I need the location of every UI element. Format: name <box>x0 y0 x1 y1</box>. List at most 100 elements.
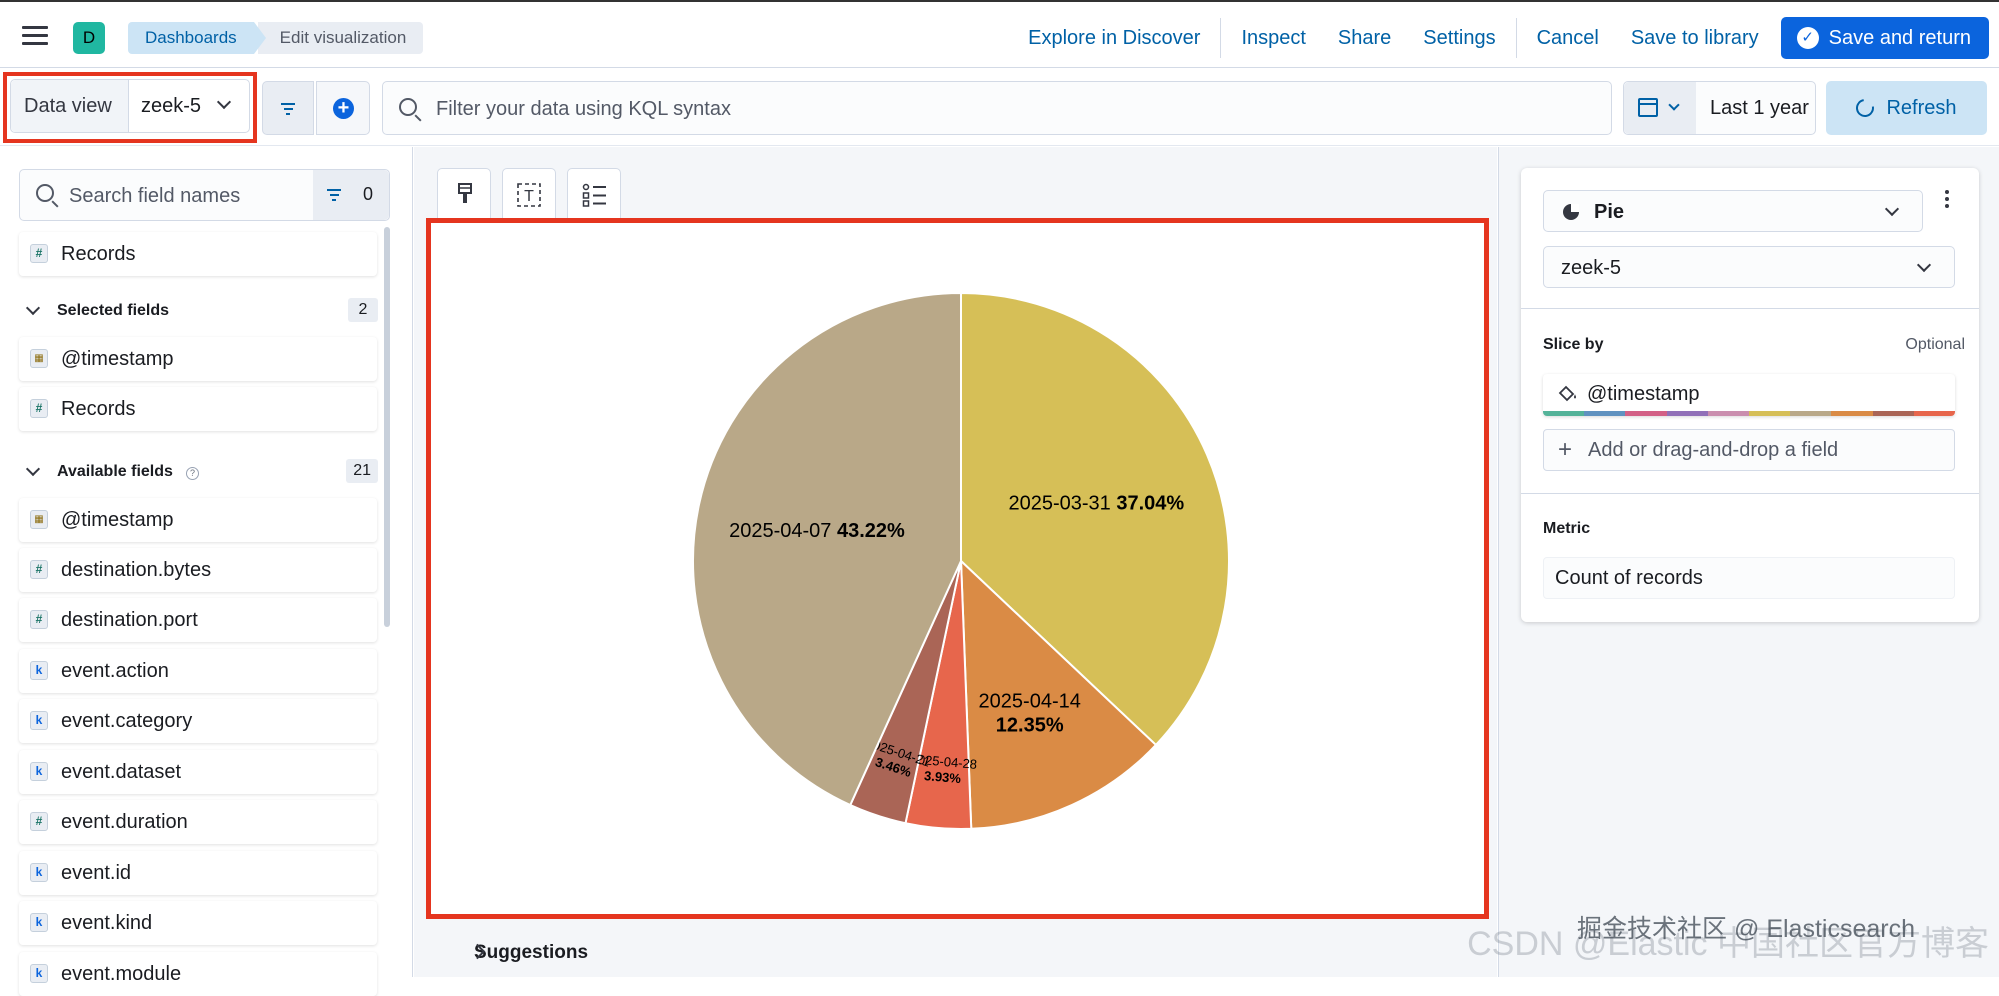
divider <box>1521 308 1979 309</box>
field-name: destination.bytes <box>61 559 211 582</box>
divider <box>1516 18 1517 58</box>
field-item-event-kind[interactable]: k event.kind <box>19 901 377 945</box>
list-icon <box>568 169 622 221</box>
visual-options-button[interactable] <box>437 168 491 220</box>
help-icon[interactable]: ? <box>186 467 199 480</box>
data-view-highlight <box>3 72 257 143</box>
labels-options-button[interactable]: T <box>502 168 556 220</box>
palette-swatch <box>1790 411 1831 416</box>
svg-text:T: T <box>524 188 534 205</box>
explore-in-discover-link[interactable]: Explore in Discover <box>1012 27 1216 50</box>
suggestions-toggle[interactable]: Suggestions <box>444 942 588 964</box>
number-type-icon: # <box>30 610 48 629</box>
refresh-button[interactable]: Refresh <box>1826 81 1987 135</box>
keyword-type-icon: k <box>30 762 48 781</box>
field-item-timestamp[interactable]: ▦ @timestamp <box>19 498 377 542</box>
pie-chart[interactable]: 2025-03-31 37.04%2025-04-1412.35%2025-04… <box>431 223 1484 914</box>
space-avatar[interactable]: D <box>73 22 105 54</box>
field-item-event-action[interactable]: k event.action <box>19 649 377 693</box>
filter-icon <box>281 103 295 118</box>
kql-search-bar[interactable] <box>382 81 1612 135</box>
field-item-event-id[interactable]: k event.id <box>19 851 377 895</box>
field-name: event.module <box>61 963 181 986</box>
metric-field[interactable]: Count of records <box>1543 557 1955 599</box>
settings-link[interactable]: Settings <box>1407 27 1511 50</box>
field-name: destination.port <box>61 609 198 632</box>
add-field-dropzone[interactable]: + Add or drag-and-drop a field <box>1543 429 1955 471</box>
field-item-records[interactable]: # Records <box>19 232 377 276</box>
add-filter-button[interactable]: + <box>316 81 370 135</box>
selected-fields-header[interactable]: Selected fields 2 <box>22 297 380 327</box>
layer-config-panel: Pie zeek-5 Slice by Optional @timestamp … <box>1521 168 1979 622</box>
slice-label: 2025-03-31 37.04% <box>1008 493 1184 515</box>
field-name: event.id <box>61 862 131 885</box>
field-item-event-dataset[interactable]: k event.dataset <box>19 750 377 794</box>
color-palette-strip <box>1543 411 1955 416</box>
number-type-icon: # <box>30 560 48 579</box>
slice-by-field[interactable]: @timestamp <box>1543 374 1955 416</box>
keyword-type-icon: k <box>30 863 48 882</box>
divider <box>1521 493 1979 494</box>
chart-type-select[interactable]: Pie <box>1543 190 1923 232</box>
check-icon: ✓ <box>1797 27 1819 49</box>
chevron-down-icon <box>1917 258 1931 272</box>
slice-category-label: 2025-04-14 <box>979 690 1081 712</box>
palette-swatch <box>1667 411 1708 416</box>
text-icon: T <box>503 169 557 221</box>
field-name: @timestamp <box>61 348 174 371</box>
field-item-destination-bytes[interactable]: # destination.bytes <box>19 548 377 592</box>
palette-swatch <box>1873 411 1914 416</box>
field-type-filter-button[interactable]: 0 <box>313 170 389 220</box>
field-item-event-module[interactable]: k event.module <box>19 952 377 996</box>
date-range-value[interactable]: Last 1 year <box>1696 82 1815 134</box>
palette-swatch <box>1584 411 1625 416</box>
field-item-timestamp[interactable]: ▦ @timestamp <box>19 337 377 381</box>
cancel-link[interactable]: Cancel <box>1521 27 1615 50</box>
available-fields-header[interactable]: Available fields ? 21 <box>22 458 380 488</box>
share-link[interactable]: Share <box>1322 27 1407 50</box>
field-name: Records <box>61 398 135 421</box>
refresh-label: Refresh <box>1886 97 1956 120</box>
number-type-icon: # <box>30 244 48 263</box>
field-item-records[interactable]: # Records <box>19 387 377 431</box>
inspect-link[interactable]: Inspect <box>1225 27 1321 50</box>
header-actions: Explore in Discover Inspect Share Settin… <box>1012 18 1999 58</box>
filter-icon <box>327 189 341 204</box>
selected-fields-title: Selected fields <box>57 302 169 320</box>
field-item-event-duration[interactable]: # event.duration <box>19 800 377 844</box>
scrollbar[interactable] <box>384 227 390 627</box>
menu-icon[interactable] <box>22 26 48 46</box>
kql-input[interactable] <box>436 95 1586 123</box>
breadcrumb-dashboards[interactable]: Dashboards <box>128 22 254 54</box>
chevron-down-icon <box>26 462 40 476</box>
field-name: event.category <box>61 710 192 733</box>
field-item-destination-port[interactable]: # destination.port <box>19 598 377 642</box>
breadcrumb-edit-visualization: Edit visualization <box>258 22 424 54</box>
chevron-down-icon <box>1668 99 1679 110</box>
chevron-down-icon <box>1885 202 1899 216</box>
keyword-type-icon: k <box>30 964 48 983</box>
slice-percent-label: 3.93% <box>924 768 962 786</box>
layer-actions-icon[interactable] <box>1945 190 1949 211</box>
legend-options-button[interactable] <box>567 168 621 220</box>
save-to-library-link[interactable]: Save to library <box>1615 27 1775 50</box>
save-and-return-button[interactable]: ✓ Save and return <box>1781 17 1989 59</box>
plus-icon: + <box>333 98 354 119</box>
field-search-input[interactable] <box>69 182 299 210</box>
field-search[interactable]: 0 <box>19 169 390 221</box>
date-picker[interactable]: Last 1 year <box>1623 81 1816 135</box>
filter-options-button[interactable] <box>262 81 314 135</box>
date-type-icon: ▦ <box>30 349 48 368</box>
layer-data-view-value: zeek-5 <box>1561 257 1621 280</box>
quick-menu-button[interactable] <box>1624 82 1696 134</box>
layer-data-view-select[interactable]: zeek-5 <box>1543 246 1955 288</box>
paint-bucket-icon <box>1555 382 1579 406</box>
field-item-event-category[interactable]: k event.category <box>19 699 377 743</box>
slice-by-title: Slice by <box>1543 336 1603 354</box>
available-fields-title: Available fields <box>57 463 173 481</box>
palette-swatch <box>1543 411 1584 416</box>
search-icon <box>399 98 417 116</box>
query-bar: Data view zeek-5 + Last 1 year Refresh <box>0 70 1999 146</box>
